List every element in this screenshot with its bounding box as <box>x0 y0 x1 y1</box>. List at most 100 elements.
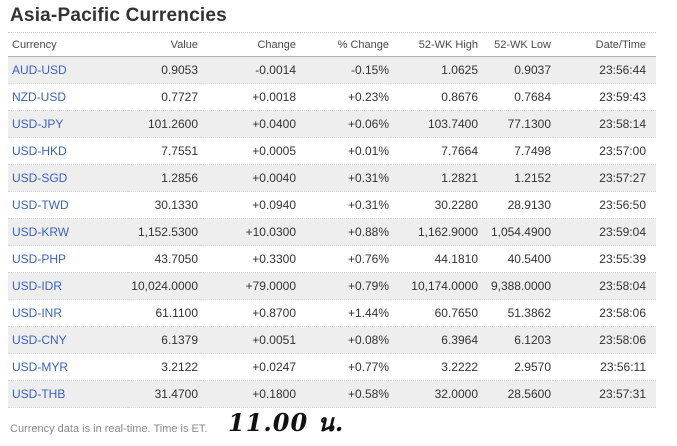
52wk-high-cell: 44.1810 <box>391 245 480 273</box>
52wk-high-cell: 7.7664 <box>391 137 480 165</box>
datetime-cell: 23:57:31 <box>553 380 656 408</box>
column-header-pct-change: % Change <box>298 32 391 57</box>
change-cell: +0.0018 <box>200 83 298 111</box>
change-cell: +0.0051 <box>200 326 298 354</box>
52wk-low-cell: 40.5400 <box>480 245 553 273</box>
value-cell: 101.2600 <box>128 110 200 138</box>
currency-link[interactable]: USD-THB <box>12 387 66 401</box>
currency-cell: USD-PHP <box>8 245 128 273</box>
currencies-table: Currency Value Change % Change 52-WK Hig… <box>8 32 656 408</box>
52wk-low-cell: 28.5600 <box>480 380 553 408</box>
datetime-cell: 23:59:04 <box>553 218 656 246</box>
currency-cell: USD-JPY <box>8 110 128 138</box>
currency-link[interactable]: USD-IDR <box>12 279 62 293</box>
column-header-datetime: Date/Time <box>553 32 656 57</box>
52wk-high-cell: 60.7650 <box>391 299 480 327</box>
52wk-low-cell: 7.7498 <box>480 137 553 165</box>
column-header-change: Change <box>200 32 298 57</box>
52wk-high-cell: 1.0625 <box>391 56 480 84</box>
value-cell: 3.2122 <box>128 353 200 381</box>
value-cell: 0.9053 <box>128 56 200 84</box>
currency-cell: USD-KRW <box>8 218 128 246</box>
currency-link[interactable]: AUD-USD <box>12 63 67 77</box>
realtime-footnote: Currency data is in real-time. Time is E… <box>10 423 208 435</box>
table-row: USD-KRW 1,152.5300 +10.0300 +0.88% 1,162.900… <box>8 218 656 246</box>
currency-cell: USD-CNY <box>8 326 128 354</box>
datetime-cell: 23:58:04 <box>553 272 656 300</box>
table-row: USD-MYR 3.2122 +0.0247 +0.77% 3.2222 2.9570 23… <box>8 353 656 381</box>
change-cell: +0.0040 <box>200 164 298 192</box>
table-row: USD-INR 61.1100 +0.8700 +1.44% 60.7650 51.386… <box>8 299 656 327</box>
currency-cell: AUD-USD <box>8 56 128 84</box>
pct-change-cell: +0.08% <box>298 326 391 354</box>
52wk-high-cell: 1,162.9000 <box>391 218 480 246</box>
pct-change-cell: +0.01% <box>298 137 391 165</box>
pct-change-cell: -0.15% <box>298 56 391 84</box>
datetime-cell: 23:56:50 <box>553 191 656 219</box>
table-row: USD-SGD 1.2856 +0.0040 +0.31% 1.2821 1.2152 23… <box>8 164 656 192</box>
table-row: USD-CNY 6.1379 +0.0051 +0.08% 6.3964 6.1203 23… <box>8 326 656 354</box>
pct-change-cell: +0.58% <box>298 380 391 408</box>
52wk-low-cell: 1.2152 <box>480 164 553 192</box>
pct-change-cell: +0.77% <box>298 353 391 381</box>
datetime-cell: 23:57:27 <box>553 164 656 192</box>
currency-link[interactable]: NZD-USD <box>12 90 66 104</box>
table-row: USD-TWD 30.1330 +0.0940 +0.31% 30.2280 28.913… <box>8 191 656 219</box>
table-row: USD-HKD 7.7551 +0.0005 +0.01% 7.7664 7.7498 23… <box>8 137 656 165</box>
currency-link[interactable]: USD-KRW <box>12 225 70 239</box>
change-cell: +79.0000 <box>200 272 298 300</box>
52wk-high-cell: 10,174.0000 <box>391 272 480 300</box>
value-cell: 0.7727 <box>128 83 200 111</box>
datetime-cell: 23:58:06 <box>553 299 656 327</box>
datetime-cell: 23:58:14 <box>553 110 656 138</box>
52wk-low-cell: 0.7684 <box>480 83 553 111</box>
table-row: USD-JPY 101.2600 +0.0400 +0.06% 103.7400 77.1… <box>8 110 656 138</box>
change-cell: +10.0300 <box>200 218 298 246</box>
pct-change-cell: +0.79% <box>298 272 391 300</box>
change-cell: +0.1800 <box>200 380 298 408</box>
pct-change-cell: +1.44% <box>298 299 391 327</box>
52wk-low-cell: 1,054.4900 <box>480 218 553 246</box>
value-cell: 61.1100 <box>128 299 200 327</box>
table-header: Currency Value Change % Change 52-WK Hig… <box>8 32 656 57</box>
change-cell: +0.0400 <box>200 110 298 138</box>
currency-link[interactable]: USD-JPY <box>12 117 64 131</box>
52wk-high-cell: 1.2821 <box>391 164 480 192</box>
time-annotation: 11.00 น. <box>228 408 345 437</box>
52wk-low-cell: 0.9037 <box>480 56 553 84</box>
currency-cell: USD-IDR <box>8 272 128 300</box>
currency-link[interactable]: USD-SGD <box>12 171 68 185</box>
currency-link[interactable]: USD-PHP <box>12 252 67 266</box>
52wk-high-cell: 3.2222 <box>391 353 480 381</box>
currency-link[interactable]: USD-HKD <box>12 144 67 158</box>
currency-link[interactable]: USD-MYR <box>12 360 68 374</box>
value-cell: 30.1330 <box>128 191 200 219</box>
currency-cell: USD-SGD <box>8 164 128 192</box>
currency-cell: USD-INR <box>8 299 128 327</box>
datetime-cell: 23:55:39 <box>553 245 656 273</box>
currency-link[interactable]: USD-INR <box>12 306 62 320</box>
value-cell: 6.1379 <box>128 326 200 354</box>
column-header-currency: Currency <box>8 32 128 57</box>
table-row: USD-PHP 43.7050 +0.3300 +0.76% 44.1810 40.540… <box>8 245 656 273</box>
currency-cell: NZD-USD <box>8 83 128 111</box>
currency-cell: USD-HKD <box>8 137 128 165</box>
datetime-cell: 23:59:43 <box>553 83 656 111</box>
52wk-high-cell: 30.2280 <box>391 191 480 219</box>
pct-change-cell: +0.06% <box>298 110 391 138</box>
datetime-cell: 23:56:44 <box>553 56 656 84</box>
pct-change-cell: +0.76% <box>298 245 391 273</box>
52wk-low-cell: 2.9570 <box>480 353 553 381</box>
value-cell: 7.7551 <box>128 137 200 165</box>
table-row: AUD-USD 0.9053 -0.0014 -0.15% 1.0625 0.9037 23… <box>8 56 656 84</box>
52wk-low-cell: 77.1300 <box>480 110 553 138</box>
52wk-high-cell: 0.8676 <box>391 83 480 111</box>
currency-link[interactable]: USD-TWD <box>12 198 69 212</box>
column-header-value: Value <box>128 32 200 57</box>
currency-link[interactable]: USD-CNY <box>12 333 67 347</box>
value-cell: 1.2856 <box>128 164 200 192</box>
currency-cell: USD-MYR <box>8 353 128 381</box>
52wk-low-cell: 51.3862 <box>480 299 553 327</box>
change-cell: +0.0005 <box>200 137 298 165</box>
